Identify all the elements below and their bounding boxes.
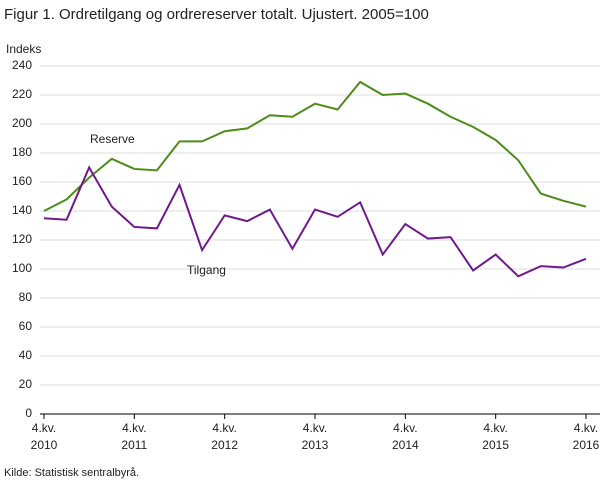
y-tick-label: 180 — [12, 145, 32, 159]
series-line — [43, 165, 587, 278]
y-tick-label: 20 — [19, 377, 33, 391]
y-tick-label: 100 — [12, 261, 32, 275]
y-tick-label: 40 — [19, 348, 33, 362]
x-tick-label: 4.kv. 2015 — [482, 421, 509, 452]
chart-title: Figur 1. Ordretilgang og ordrereserver t… — [4, 6, 429, 23]
x-tick-label: 4.kv. 2014 — [391, 421, 419, 452]
y-tick-label: 240 — [12, 58, 32, 72]
y-tick-label: 160 — [12, 174, 32, 188]
y-tick-label: 140 — [12, 203, 32, 217]
x-tick-label: 4.kv. 2013 — [301, 421, 329, 452]
series-label: Tilgang — [187, 263, 226, 277]
x-tick-label: 4.kv. 2012 — [211, 421, 238, 452]
y-tick-label: 80 — [19, 290, 33, 304]
series-label: Reserve — [90, 132, 135, 146]
y-tick-label: 60 — [19, 319, 33, 333]
series-line — [43, 80, 587, 212]
y-axis-label: Indeks — [6, 42, 42, 56]
x-tick-label: 4.kv. 2010 — [30, 421, 58, 452]
y-tick-label: 0 — [25, 406, 32, 420]
y-tick-label: 120 — [12, 232, 32, 246]
source: Kilde: Statistisk sentralbyrå. — [4, 467, 140, 479]
y-tick-label: 200 — [12, 116, 32, 130]
y-tick-label: 220 — [12, 87, 32, 101]
x-tick-label: 4.kv. 2011 — [121, 421, 148, 452]
x-tick-label: 4.kv. 2016 — [572, 421, 600, 452]
